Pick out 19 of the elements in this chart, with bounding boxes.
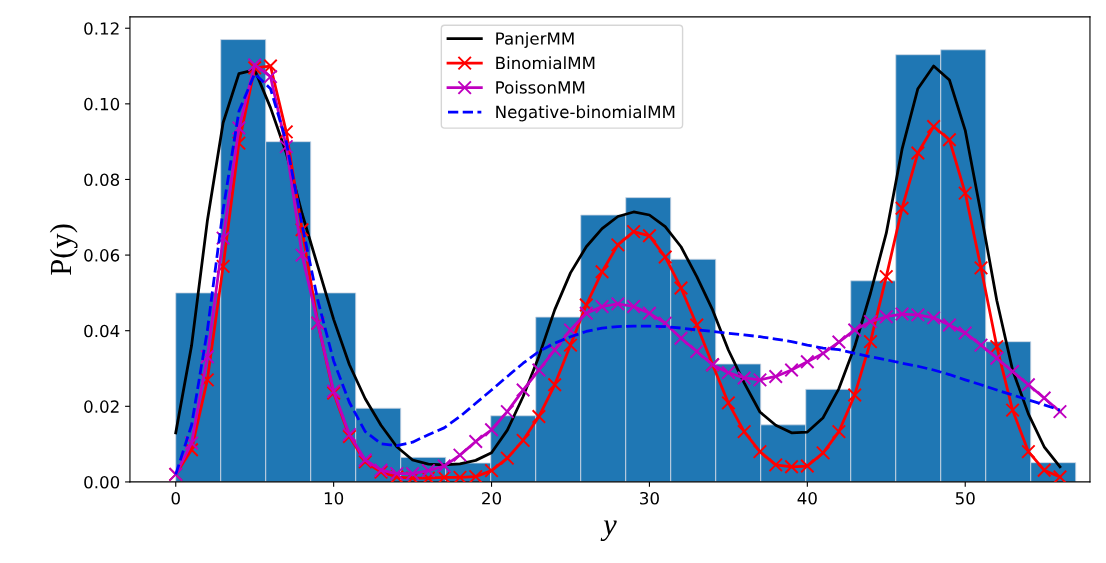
x-axis-title: y [600,520,617,542]
x-tick-label: 10 [324,491,344,505]
y-tick-label: 0.04 [84,324,120,338]
y-tick-label: 0.02 [84,400,119,413]
y-tick-label: 0.00 [84,475,120,489]
y-tick-label: 0.12 [84,22,119,35]
legend-label: BinomialMM [496,56,595,70]
x-tick-label: 20 [482,491,502,505]
legend-label: PoissonMM [496,80,585,94]
x-tick-label: 0 [171,491,180,505]
y-tick-label: 0.06 [84,249,120,262]
y-axis-title: P(y) [49,224,78,275]
x-tick-label: 30 [640,491,659,505]
x-tick-label: 50 [955,491,975,505]
y-tick-label: 0.08 [84,173,120,187]
legend-label: PanjerMM [496,31,574,49]
y-tick-label: 0.10 [84,97,120,111]
x-tick-label: 40 [797,491,817,505]
legend-label: Negative-binomialMM [496,105,675,122]
